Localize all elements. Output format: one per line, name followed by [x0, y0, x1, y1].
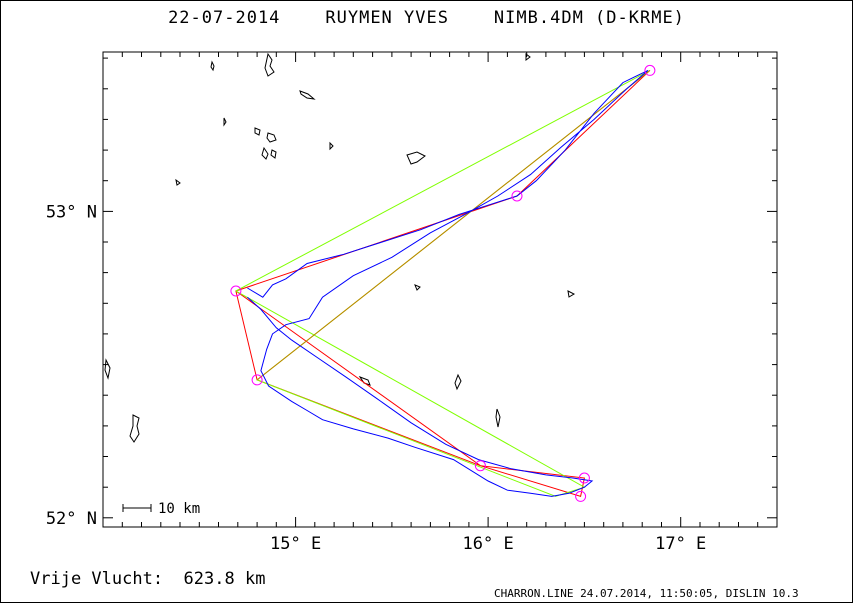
series-line-track: [247, 69, 649, 497]
x-tick-label: 15° E: [270, 534, 321, 554]
scale-bar: 10 km: [122, 501, 200, 517]
y-tick-label: 52° N: [46, 509, 97, 529]
series-line-task_red: [235, 70, 651, 498]
glider-name: NIMB.4DM (D-KRME): [493, 8, 685, 28]
lake-outline: [299, 90, 316, 100]
turnpoint-marker: [644, 64, 656, 76]
distance-label: Vrije Vlucht:: [30, 569, 164, 589]
lake-outline: [495, 408, 501, 428]
turnpoints: [230, 64, 656, 502]
series-line-task_green: [235, 69, 651, 497]
lake-outline: [223, 117, 227, 127]
lake-outline: [525, 53, 531, 61]
flight-title: 22-07-2014 RUYMEN YVES NIMB.4DM (D-KRME): [0, 8, 853, 28]
x-tick-label: 17° E: [655, 534, 706, 554]
turnpoint-marker: [251, 374, 263, 386]
lake-outline: [210, 60, 215, 72]
flight-series: [235, 69, 651, 498]
distance-summary: Vrije Vlucht: 623.8 km: [30, 569, 265, 589]
lake-outline: [406, 151, 426, 165]
credit-line: CHARRON.LINE 24.07.2014, 11:50:05, DISLI…: [494, 587, 799, 600]
lake-outline: [264, 52, 275, 77]
turnpoint-marker: [230, 285, 242, 297]
terrain-outlines: [104, 52, 576, 443]
scale-bar-label: 10 km: [158, 501, 200, 517]
lake-outline: [104, 358, 111, 380]
turnpoint-marker: [578, 472, 590, 484]
flight-date: 22-07-2014: [168, 8, 281, 28]
y-tick-label: 53° N: [46, 202, 97, 222]
lake-outline: [175, 178, 181, 186]
lake-outline: [454, 373, 462, 391]
lake-outline: [129, 414, 140, 443]
turnpoint-marker: [511, 190, 523, 202]
series-line-task_orange: [256, 70, 651, 381]
lake-outline: [414, 284, 421, 291]
turnpoint-marker: [474, 460, 486, 472]
lake-outline: [254, 127, 261, 136]
axes: 15° E 16° E 17° E 52° N 53° N: [46, 52, 777, 554]
plot-area: [102, 51, 778, 528]
lake-outline: [329, 141, 334, 151]
pilot-name: RUYMEN YVES: [325, 8, 449, 28]
lake-outline: [266, 132, 277, 143]
lake-outline: [261, 146, 269, 160]
lake-outline: [567, 290, 576, 298]
distance-value: 623.8 km: [183, 569, 266, 589]
x-tick-label: 16° E: [463, 534, 514, 554]
lake-outline: [270, 149, 277, 159]
turnpoint-marker: [575, 490, 587, 502]
